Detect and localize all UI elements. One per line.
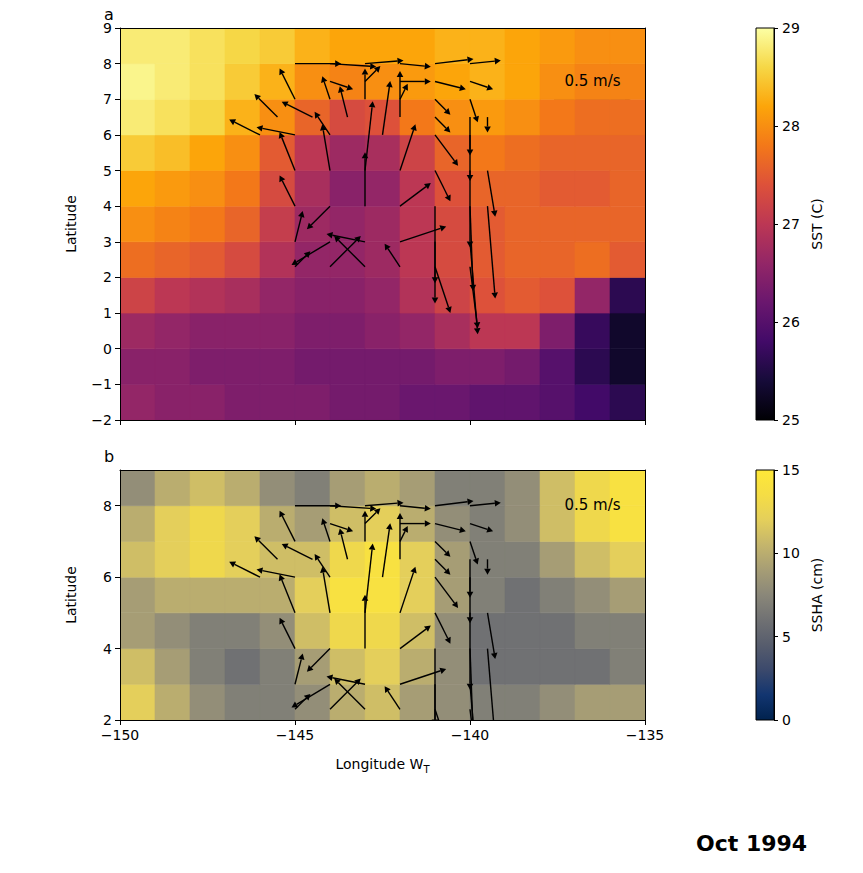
svg-text:8: 8 xyxy=(103,498,112,514)
svg-text:0: 0 xyxy=(103,341,112,357)
svg-text:−135: −135 xyxy=(626,727,664,743)
svg-text:27: 27 xyxy=(782,216,800,232)
svg-text:28: 28 xyxy=(782,118,800,134)
svg-text:T: T xyxy=(422,764,430,775)
svg-text:SSHA (cm): SSHA (cm) xyxy=(809,558,825,633)
svg-text:26: 26 xyxy=(782,314,800,330)
svg-text:SST (C): SST (C) xyxy=(809,198,825,249)
svg-text:0.5 m/s: 0.5 m/s xyxy=(564,72,620,90)
svg-text:6: 6 xyxy=(103,569,112,585)
svg-text:15: 15 xyxy=(782,462,800,478)
svg-text:−140: −140 xyxy=(451,727,489,743)
svg-text:Latitude: Latitude xyxy=(63,566,79,624)
svg-text:0.5 m/s: 0.5 m/s xyxy=(564,496,620,514)
svg-text:−2: −2 xyxy=(91,412,112,428)
svg-text:0: 0 xyxy=(782,712,791,728)
svg-text:9: 9 xyxy=(103,20,112,36)
svg-text:2: 2 xyxy=(103,269,112,285)
svg-text:b: b xyxy=(104,447,114,466)
svg-text:a: a xyxy=(104,5,114,24)
svg-text:3: 3 xyxy=(103,234,112,250)
svg-text:29: 29 xyxy=(782,20,800,36)
svg-text:−1: −1 xyxy=(91,376,112,392)
svg-text:10: 10 xyxy=(782,545,800,561)
svg-text:Oct 1994: Oct 1994 xyxy=(696,831,807,856)
svg-text:6: 6 xyxy=(103,127,112,143)
svg-text:2: 2 xyxy=(103,712,112,728)
svg-text:7: 7 xyxy=(103,91,112,107)
svg-text:Longitude W: Longitude W xyxy=(335,756,423,772)
svg-text:8: 8 xyxy=(103,56,112,72)
svg-text:4: 4 xyxy=(103,198,112,214)
svg-text:5: 5 xyxy=(782,629,791,645)
svg-text:Latitude: Latitude xyxy=(63,195,79,253)
svg-text:4: 4 xyxy=(103,641,112,657)
svg-text:−145: −145 xyxy=(276,727,314,743)
svg-text:−150: −150 xyxy=(101,727,139,743)
svg-text:25: 25 xyxy=(782,412,800,428)
svg-text:5: 5 xyxy=(103,163,112,179)
svg-text:1: 1 xyxy=(103,305,112,321)
